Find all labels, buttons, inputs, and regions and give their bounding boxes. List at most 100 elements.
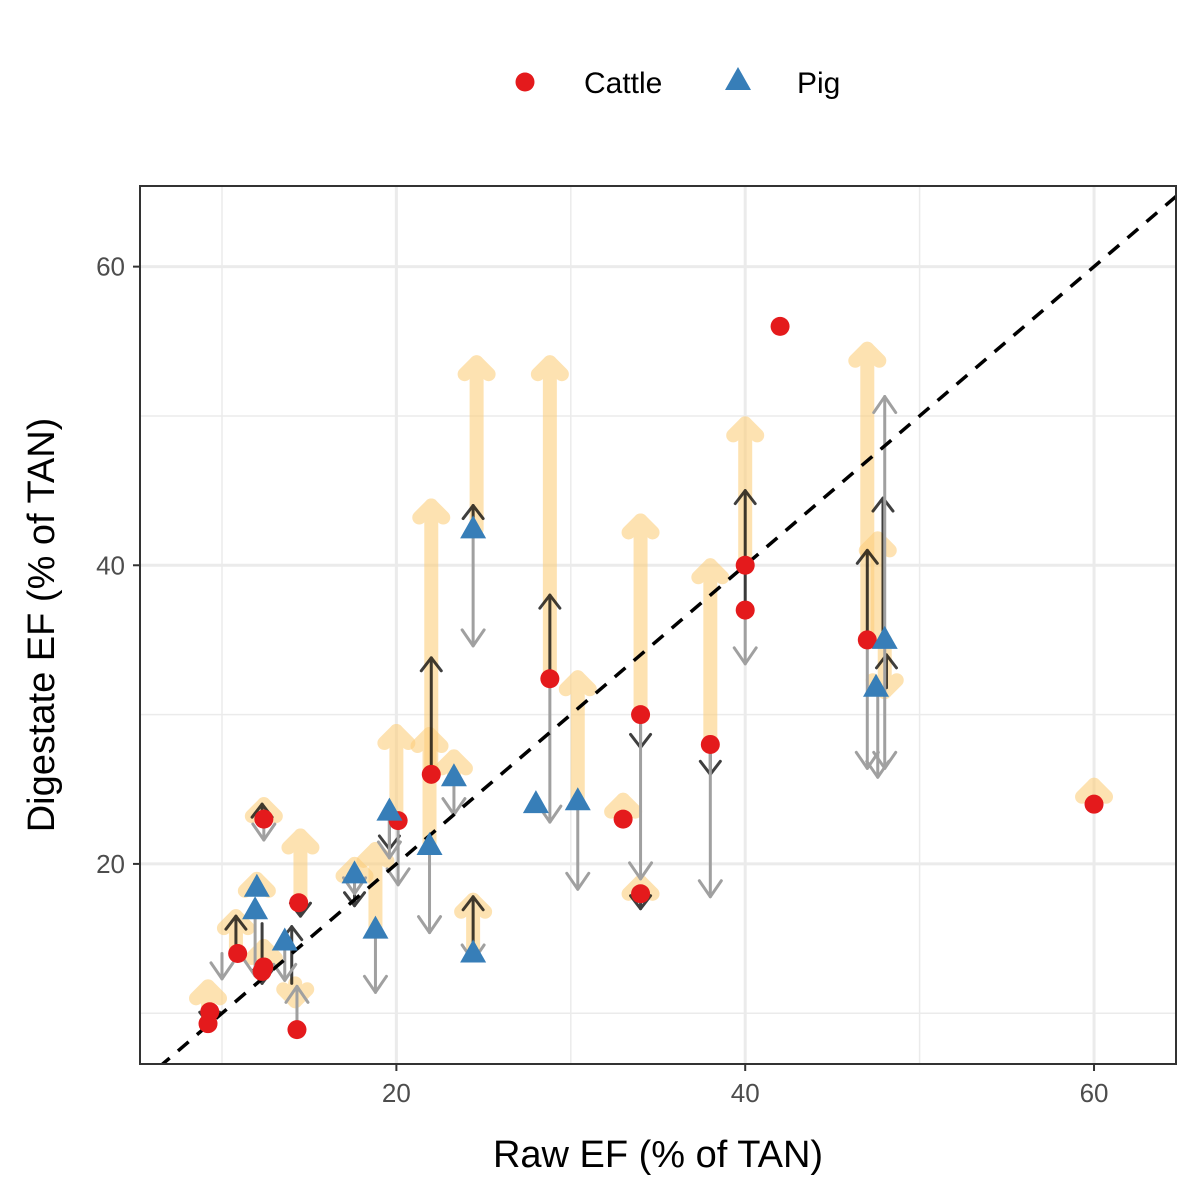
orange-arrow-head: [558, 670, 597, 697]
data-point-cattle: [631, 705, 651, 725]
data-point-pig: [242, 896, 269, 920]
data-point-cattle: [770, 316, 790, 336]
gray-arrow: [460, 527, 486, 648]
gray-arrow-head: [565, 871, 591, 891]
x-axis-title: Raw EF (% of TAN): [493, 1134, 823, 1176]
data-point-cattle: [289, 893, 309, 913]
gray-arrow-head: [209, 961, 235, 981]
x-tick-label: 40: [731, 1078, 760, 1108]
black-arrow-head: [538, 593, 562, 610]
gray-arrow-head: [628, 861, 654, 881]
data-point-pig: [564, 787, 591, 811]
x-tick-label: 60: [1080, 1078, 1109, 1108]
legend-label-pig: Pig: [797, 67, 840, 100]
orange-arrow-head: [1075, 777, 1114, 804]
gray-arrow: [628, 713, 654, 881]
gray-arrow: [872, 638, 898, 770]
orange-arrow-head: [189, 979, 228, 1006]
data-point-pig: [863, 673, 890, 697]
orange-arrow-head: [457, 355, 496, 382]
axes: 20 40 60 20 40 60: [96, 252, 1108, 1108]
gray-arrow: [697, 742, 723, 899]
orange-arrow: [457, 355, 496, 537]
reference-line-1-to-1: [159, 194, 1176, 1064]
data-point-cattle: [857, 630, 877, 650]
data-point-cattle: [735, 555, 755, 575]
gray-arrow-head: [697, 879, 723, 899]
data-point-cattle: [540, 669, 560, 689]
orange-arrow-head: [691, 558, 730, 585]
gray-arrow: [854, 638, 880, 770]
legend-label-cattle: Cattle: [584, 67, 662, 100]
black-arrow-head: [419, 656, 443, 673]
legend-pig-triangle-icon: [725, 67, 751, 90]
data-point-pig: [871, 625, 898, 649]
black-arrow-head: [343, 891, 367, 908]
orange-arrow: [558, 670, 597, 809]
data-point-pig: [522, 790, 549, 814]
orange-arrow-head: [848, 341, 887, 368]
plot-panel: [139, 185, 1177, 1065]
data-point-cattle: [631, 884, 651, 904]
data-point-cattle: [700, 734, 720, 754]
orange-arrow-head: [412, 498, 451, 525]
gray-arrow: [209, 952, 235, 981]
data-point-cattle: [228, 944, 248, 964]
data-point-pig: [376, 797, 403, 821]
data-point-cattle: [1084, 794, 1104, 814]
gray-arrow: [362, 928, 388, 994]
data-point-cattle: [613, 809, 633, 829]
y-tick-label: 20: [96, 849, 125, 879]
black-arrow: [855, 548, 879, 642]
data-point-pig: [460, 515, 487, 539]
data-point-pig: [362, 915, 389, 939]
data-point-cattle: [200, 1002, 220, 1022]
black-arrow-head: [461, 504, 485, 521]
gray-arrow-head: [272, 962, 298, 982]
gray-arrow: [565, 799, 591, 891]
orange-arrow-head: [726, 416, 765, 443]
x-tick-label: 20: [382, 1078, 411, 1108]
data-point-cattle: [735, 600, 755, 620]
data-point-pig: [440, 763, 467, 787]
gray-arrow: [872, 395, 898, 642]
orange-arrow-head: [604, 792, 643, 819]
orange-arrow: [281, 828, 320, 910]
black-arrow: [874, 653, 898, 690]
data-point-cattle: [254, 809, 274, 829]
data-point-pig: [341, 860, 368, 884]
orange-arrow: [377, 724, 416, 828]
data-point-cattle: [421, 764, 441, 784]
legend-cattle-circle-icon: [515, 72, 535, 92]
black-arrow: [419, 656, 443, 776]
black-arrow-head: [871, 496, 895, 513]
y-tick-label: 40: [96, 550, 125, 580]
data-point-pig: [271, 927, 298, 951]
orange-arrow-head: [356, 841, 395, 868]
black-arrow-head: [461, 895, 485, 912]
black-arrow-head: [874, 653, 898, 670]
orange-arrow-head: [530, 355, 569, 382]
black-arrow: [733, 489, 757, 612]
gray-arrow-head: [417, 915, 443, 935]
gray-arrow-head: [872, 395, 898, 415]
black-arrow-head: [733, 489, 757, 506]
black-arrow-head: [855, 548, 879, 565]
data-point-pig: [460, 939, 487, 963]
orange-arrow-head: [621, 513, 660, 540]
orange-arrow-head: [281, 828, 320, 855]
gray-arrow: [385, 819, 411, 887]
y-tick-label: 60: [96, 252, 125, 282]
data-point-pig: [243, 873, 270, 897]
gray-arrow-head: [460, 628, 486, 648]
orange-arrow-head: [377, 724, 416, 751]
gray-arrow-head: [732, 646, 758, 666]
black-arrow: [871, 496, 895, 642]
gray-arrow-head: [385, 867, 411, 887]
orange-arrow: [621, 513, 660, 722]
orange-arrow-head: [434, 749, 473, 776]
gray-arrow: [417, 844, 443, 935]
y-axis-title: Digestate EF (% of TAN): [21, 418, 63, 833]
